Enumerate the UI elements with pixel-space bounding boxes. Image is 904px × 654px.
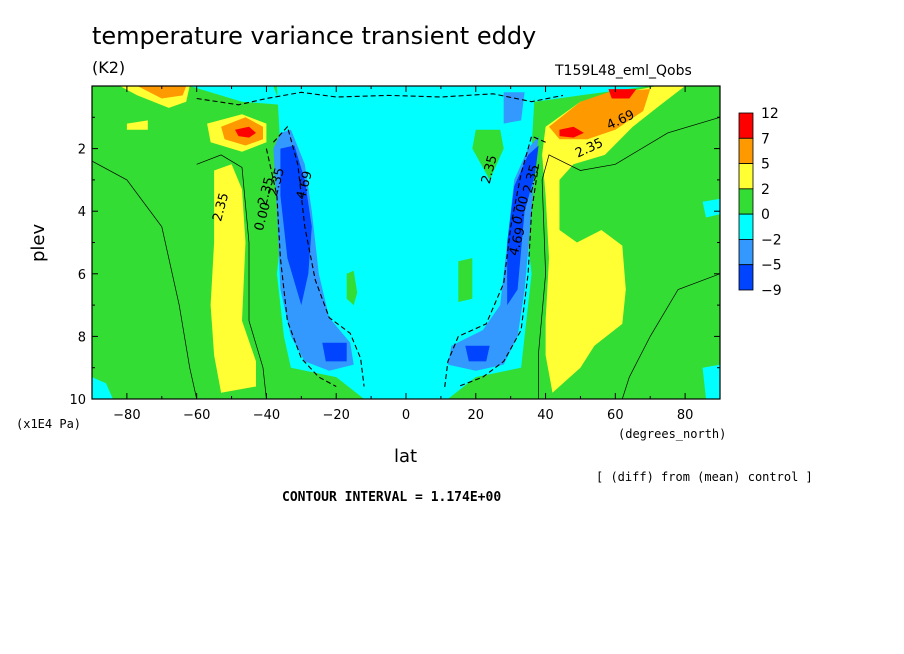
contour-label-2: 0.00 [252, 201, 274, 233]
fill-red-north-jet [559, 126, 584, 138]
x-tick-label: 60 [607, 408, 624, 423]
colorbar-label: −2 [761, 232, 782, 248]
colorbar-label: 2 [761, 182, 770, 198]
fill-cyan-core [276, 86, 536, 399]
x-tick-label: 80 [677, 408, 694, 423]
fill-yellow-south-column [210, 164, 256, 393]
y-axis-title: plev [28, 223, 49, 262]
contour-label-7: 2.35 [521, 163, 543, 195]
fill-yellow-south-speck [126, 120, 148, 130]
contour-label-8: 4.69 [507, 226, 529, 258]
contour-line-south-dash-2 [265, 148, 337, 387]
x-axis-unit: (degrees_north) [618, 427, 727, 441]
colorbar-swatch [738, 239, 754, 266]
contour-label-3: 2.35 [266, 166, 288, 198]
contour-line-north-dash-2 [458, 164, 540, 388]
contour-line-south-outer [196, 154, 267, 399]
fill-cyan-edge-northeast [702, 198, 720, 218]
colorbar-swatch [738, 137, 754, 164]
colorbar-label: 7 [761, 131, 770, 147]
fill-blue-north-bottom [465, 345, 490, 362]
fill-lightblue-cap-north [503, 92, 525, 124]
fill-green-island-south [346, 270, 358, 306]
colorbar-label: 12 [761, 106, 779, 122]
y-tick-label: 6 [78, 268, 86, 283]
colorbar-label: −5 [761, 258, 782, 274]
chart-title: temperature variance transient eddy [92, 22, 537, 50]
contour-line-top-dash [196, 91, 564, 106]
colorbar-swatch [738, 188, 754, 215]
fill-yellow-north [542, 86, 686, 393]
fill-blue-south-bottom [322, 342, 347, 362]
contour-line-south-dash-1 [272, 125, 365, 387]
x-axis-title: lat [394, 446, 418, 467]
contour-line-south-thin [92, 160, 198, 399]
fill-cyan-top-left [189, 86, 281, 105]
contour-label-6: 0.00 [510, 194, 532, 226]
units-label: (K2) [92, 58, 126, 77]
x-tick-label: −20 [323, 408, 350, 423]
fill-blue-north [507, 145, 539, 306]
fill-red-south-jet [235, 126, 256, 138]
colorbar-label: 0 [761, 207, 770, 223]
colorbar-swatch [738, 163, 754, 190]
contour-line-north-dash-1 [443, 135, 546, 390]
y-tick-label: 2 [78, 143, 86, 158]
contour-line-north-thin [621, 273, 720, 399]
x-tick-label: −40 [253, 408, 280, 423]
fill-green-island-north [458, 258, 473, 302]
y-axis-unit: (x1E4 Pa) [16, 417, 82, 431]
contour-label-4: 4.69 [294, 169, 316, 201]
contour-label-0: 2.35 [210, 191, 232, 223]
x-tick-label: −80 [113, 408, 140, 423]
fill-orange-north [549, 89, 651, 140]
x-tick-label: 0 [402, 408, 410, 423]
colorbar-label: 5 [761, 157, 770, 173]
y-tick-label: 4 [78, 205, 86, 220]
fill-blue-south [280, 145, 312, 306]
y-tick-label: 10 [69, 393, 86, 408]
fill-cyan-edge-southeast [702, 364, 720, 399]
colorbar-swatch [738, 213, 754, 240]
x-tick-label: 20 [468, 408, 485, 423]
x-tick-label: −60 [183, 408, 210, 423]
colorbar-swatch [738, 264, 754, 291]
fill-green-blob-north [472, 129, 504, 180]
x-tick-label: 40 [537, 408, 554, 423]
contour-interval-note: CONTOUR INTERVAL = 1.174E+00 [282, 490, 502, 505]
colorbar-swatch [738, 112, 754, 139]
colorbar-label: −9 [761, 283, 782, 299]
fill-cyan-edge-southwest [92, 377, 113, 399]
contour-line-north-outer [538, 116, 720, 399]
diff-note: [ (diff) from (mean) control ] [596, 470, 813, 484]
fill-orange-south-top [137, 86, 187, 99]
y-tick-label: 8 [78, 330, 86, 345]
contour-label-1: 2.35 [256, 176, 278, 208]
contour-label-5: 2.35 [479, 154, 501, 186]
run-name-label: T159L48_eml_Qobs [555, 63, 692, 79]
